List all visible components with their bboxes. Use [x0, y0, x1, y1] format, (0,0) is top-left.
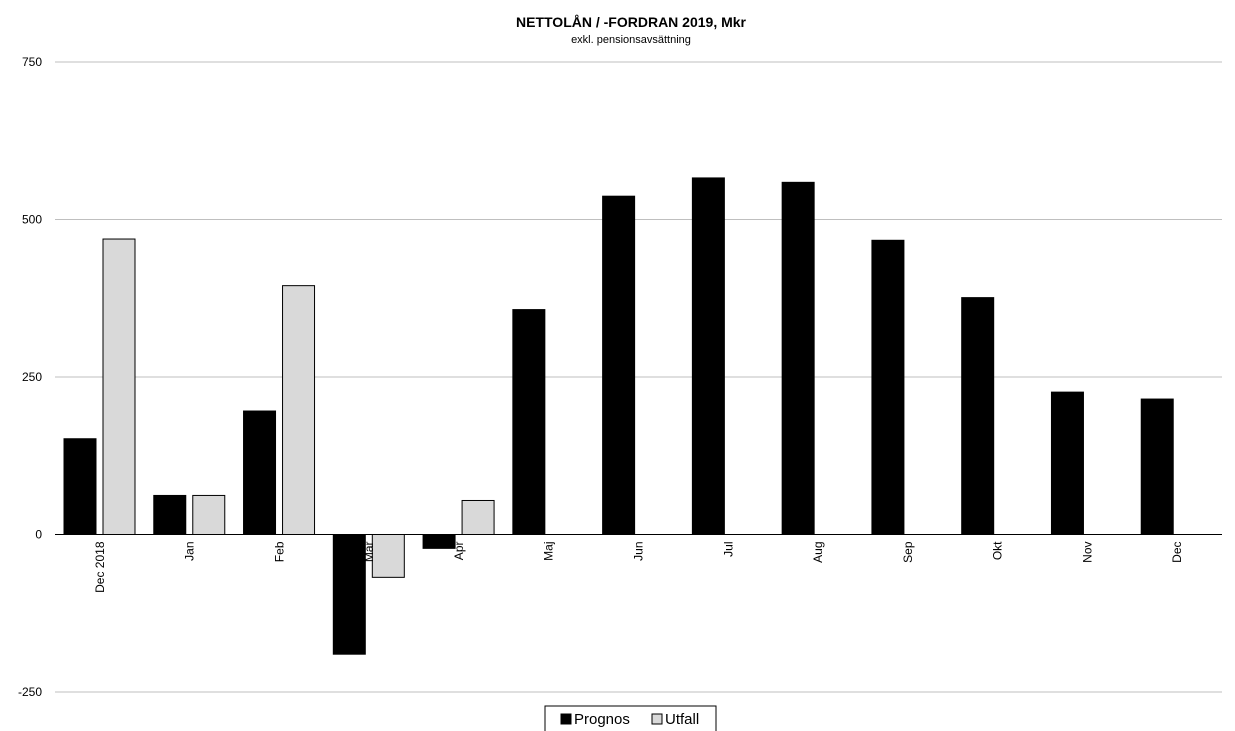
bar-prognos-10: [961, 297, 995, 535]
x-tick-label: Okt: [991, 541, 1005, 560]
bar-prognos-0: [63, 438, 97, 535]
y-tick-label: 500: [22, 213, 42, 227]
x-tick-label: Mar: [362, 542, 376, 563]
gridlines: [55, 61, 1222, 693]
legend-box: [544, 705, 717, 731]
y-tick-label: 750: [22, 55, 42, 69]
legend-swatch-utfall: [651, 713, 663, 725]
x-tick-label: Maj: [542, 542, 556, 561]
bars: [63, 177, 1174, 655]
bar-prognos-9: [871, 239, 905, 535]
x-tick-label: Jul: [721, 542, 735, 557]
x-tick-label: Feb: [272, 541, 286, 562]
bar-prognos-5: [512, 309, 546, 535]
chart-subtitle: exkl. pensionsavsättning: [571, 34, 691, 46]
y-tick-label: -250: [18, 685, 42, 699]
bar-utfall-3: [371, 534, 405, 578]
bar-utfall-1: [192, 494, 226, 536]
bar-prognos-3: [332, 534, 366, 655]
x-tick-label: Jun: [632, 542, 646, 561]
x-tick-label: Dec 2018: [93, 541, 107, 593]
legend-label-utfall: Utfall: [665, 711, 699, 728]
bar-utfall-0: [102, 238, 136, 535]
x-axis: Dec 2018 Jan Feb Mar Apr Maj Jun Jul Aug Sep Okt No…: [55, 534, 1222, 593]
bar-prognos-4: [422, 534, 456, 549]
bar-prognos-8: [781, 181, 815, 536]
chart-title: NETTOLÅN / -FORDRAN 2019, Mkr: [516, 14, 747, 30]
x-tick-label: Aug: [811, 542, 825, 563]
bar-prognos-7: [691, 177, 725, 535]
legend-swatch-prognos: [560, 713, 572, 725]
bar-utfall-4: [461, 499, 495, 536]
legend-label-prognos: Prognos: [574, 711, 630, 728]
bar-utfall-2: [282, 285, 316, 535]
y-axis: -250 0 250 500 750: [18, 55, 42, 699]
bar-prognos-12: [1140, 398, 1174, 535]
y-tick-label: 0: [35, 528, 42, 542]
x-tick-label: Apr: [452, 542, 466, 561]
y-tick-label: 250: [22, 370, 42, 384]
x-tick-label: Nov: [1080, 542, 1094, 563]
bar-prognos-2: [243, 410, 277, 535]
bar-prognos-6: [602, 195, 636, 535]
legend: Prognos Utfall: [544, 705, 717, 731]
bar-prognos-11: [1050, 391, 1084, 535]
bar-prognos-1: [153, 494, 187, 536]
x-tick-label: Dec: [1170, 542, 1184, 563]
x-tick-label: Sep: [901, 541, 915, 563]
x-tick-label: Jan: [183, 542, 197, 561]
